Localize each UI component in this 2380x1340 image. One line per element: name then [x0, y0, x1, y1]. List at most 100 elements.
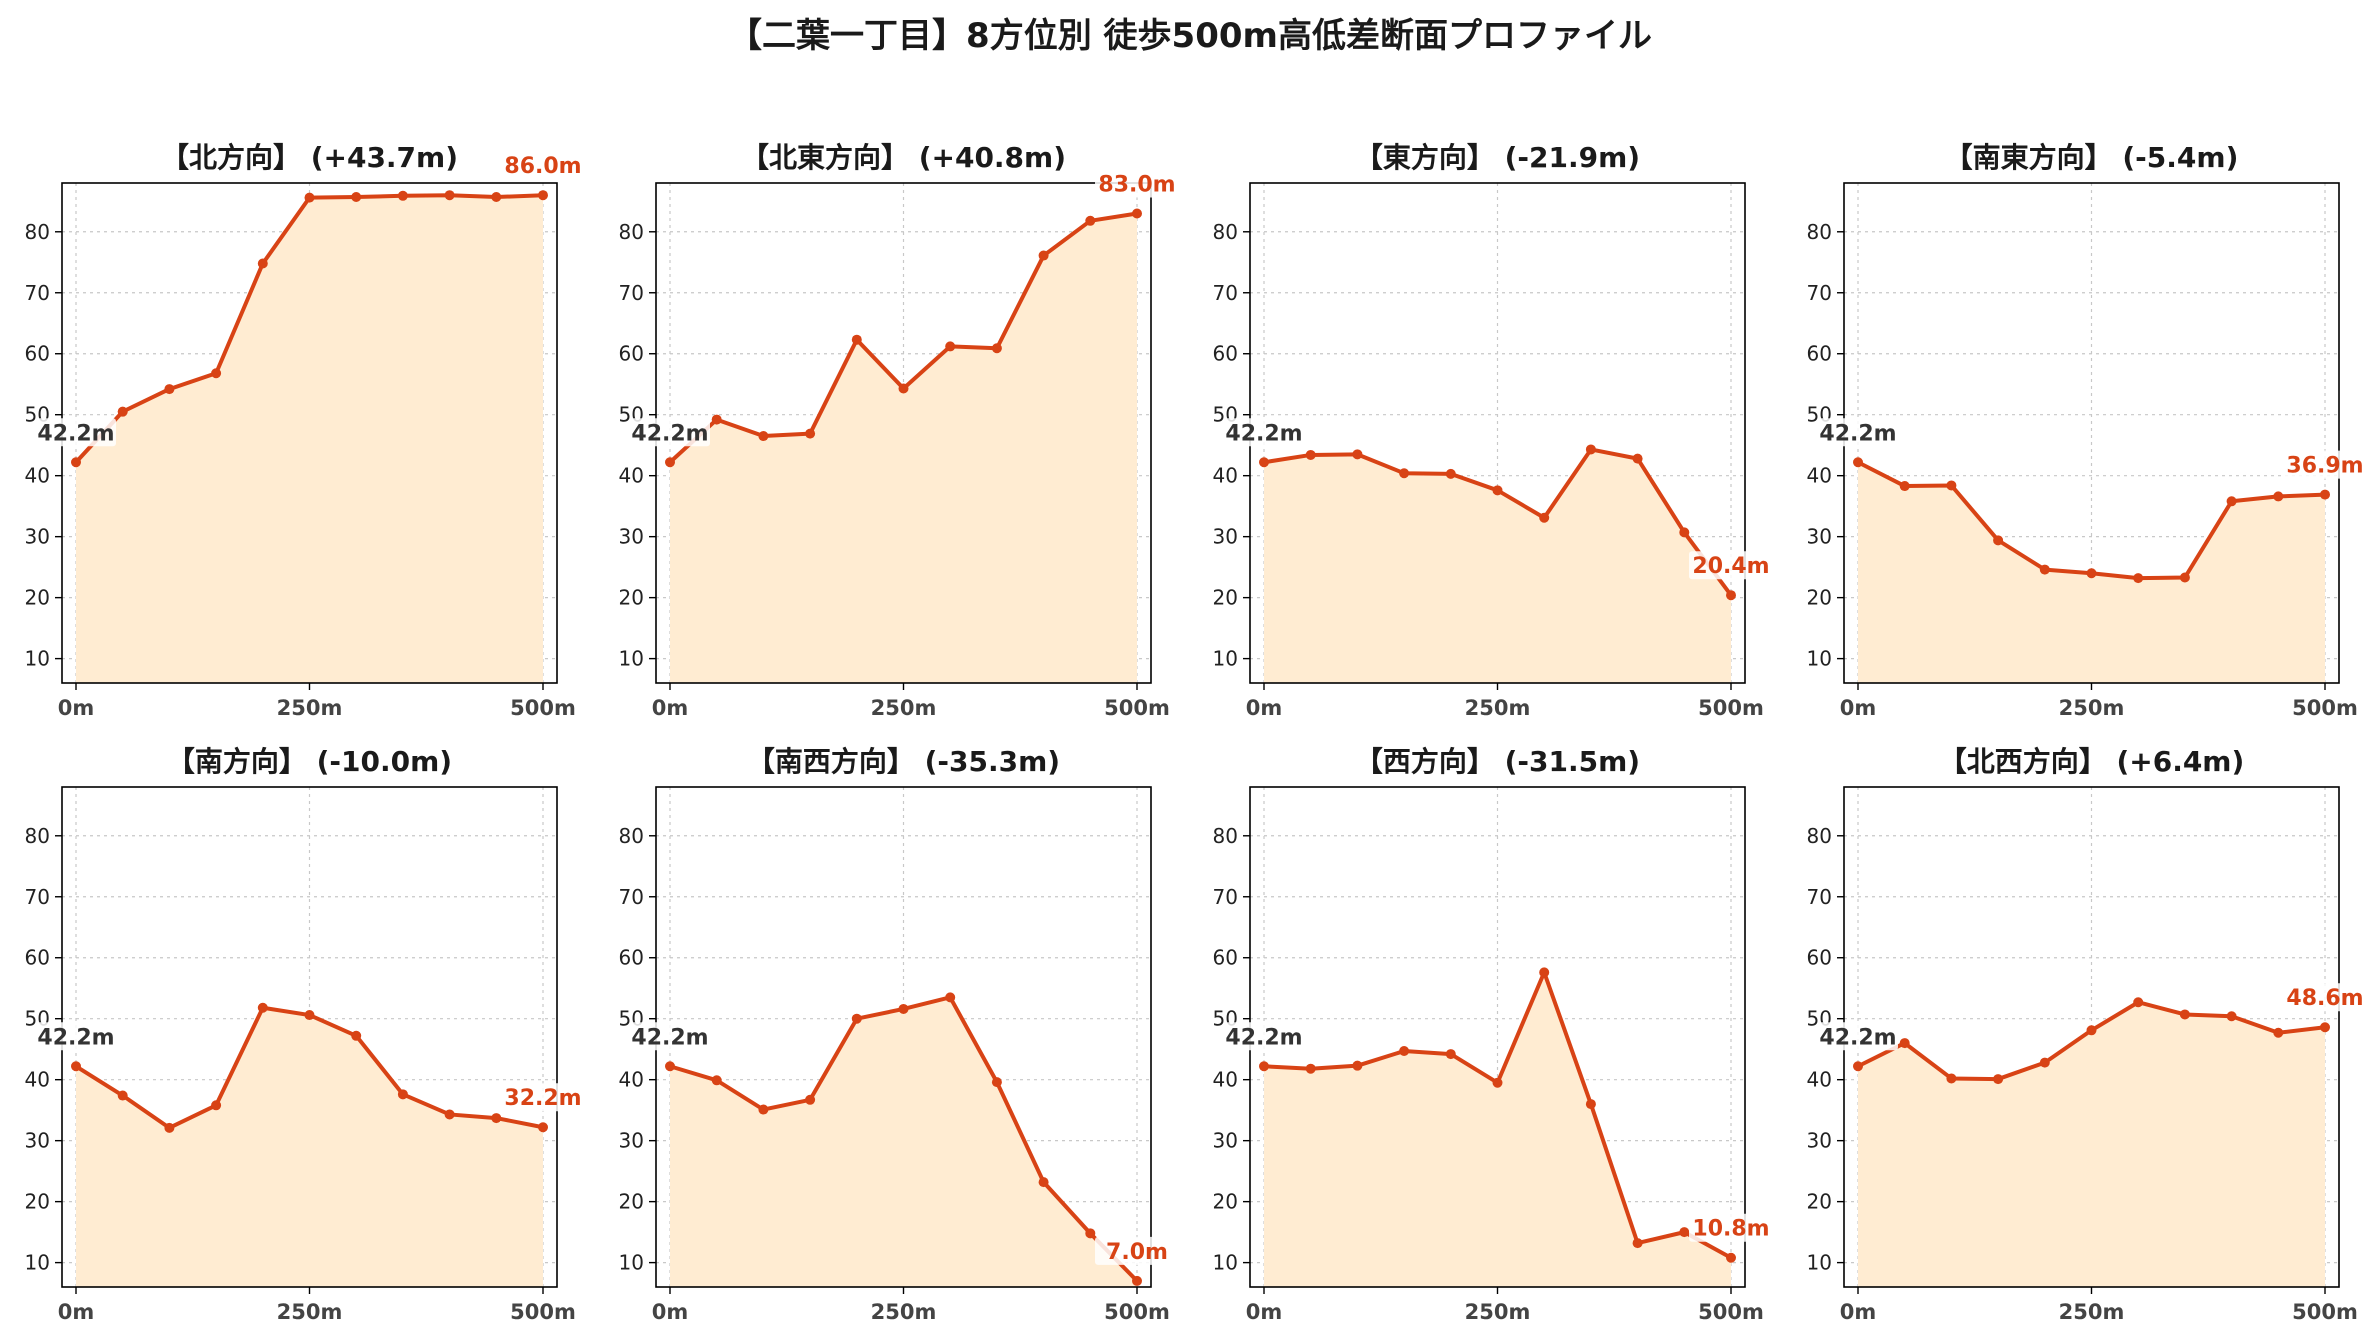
- y-tick-label: 30: [1807, 525, 1832, 549]
- data-point: [2226, 496, 2237, 507]
- data-point: [211, 368, 222, 379]
- data-point: [2273, 1027, 2284, 1038]
- y-tick-label: 30: [1213, 525, 1238, 549]
- y-tick-label: 80: [1213, 220, 1238, 244]
- chart-title: 【南西方向】 (-35.3m): [747, 745, 1060, 778]
- x-tick-label: 500m: [1104, 1300, 1170, 1324]
- data-point: [898, 383, 909, 394]
- y-tick-label: 40: [619, 1068, 644, 1092]
- chart-title: 【南東方向】 (-5.4m): [1945, 141, 2239, 174]
- data-point: [1853, 457, 1863, 468]
- data-point: [1539, 512, 1550, 523]
- data-point: [351, 192, 362, 203]
- y-tick-label: 10: [1213, 647, 1238, 671]
- data-point: [2039, 564, 2050, 575]
- x-tick-label: 500m: [1104, 696, 1170, 720]
- y-tick-label: 60: [1807, 342, 1832, 366]
- y-tick-label: 10: [619, 1251, 644, 1275]
- start-label-bg: [1818, 1022, 1898, 1051]
- y-tick-label: 10: [1807, 647, 1832, 671]
- data-point: [1038, 250, 1049, 261]
- chart-title: 【北東方向】 (+40.8m): [741, 141, 1066, 174]
- data-point: [1492, 1077, 1503, 1088]
- y-tick-label: 40: [1213, 464, 1238, 488]
- end-value-label: 48.6m: [2286, 986, 2363, 1011]
- start-value-label: 42.2m: [1819, 1025, 1896, 1050]
- start-value-label: 42.2m: [37, 1025, 114, 1050]
- data-point: [491, 1113, 502, 1124]
- y-tick-label: 80: [1807, 220, 1832, 244]
- start-value-label: 42.2m: [1819, 421, 1896, 446]
- y-tick-label: 20: [25, 1190, 50, 1214]
- start-value-label: 42.2m: [631, 1025, 708, 1050]
- data-point: [397, 1089, 408, 1100]
- data-point: [1259, 1061, 1269, 1072]
- data-point: [2039, 1057, 2050, 1068]
- start-label-bg: [1224, 418, 1304, 447]
- end-label-bg: [501, 151, 585, 180]
- x-tick-label: 250m: [871, 696, 937, 720]
- y-tick-label: 60: [619, 342, 644, 366]
- end-label-bg: [2283, 450, 2367, 479]
- data-point: [2273, 491, 2284, 502]
- start-label-bg: [630, 1022, 710, 1051]
- x-tick-label: 500m: [1698, 1300, 1764, 1324]
- data-point: [164, 1122, 175, 1133]
- data-point: [1679, 527, 1690, 538]
- y-tick-label: 20: [1807, 1190, 1832, 1214]
- data-point: [991, 343, 1002, 354]
- y-tick-label: 20: [25, 586, 50, 610]
- end-label-bg: [2283, 983, 2367, 1012]
- y-tick-label: 60: [619, 946, 644, 970]
- x-tick-label: 250m: [277, 1300, 343, 1324]
- chart-title: 【東方向】 (-21.9m): [1355, 141, 1640, 174]
- y-tick-label: 70: [1807, 281, 1832, 305]
- data-point: [444, 190, 455, 201]
- y-tick-label: 70: [1213, 281, 1238, 305]
- data-point: [1305, 1063, 1316, 1074]
- data-point: [2086, 1025, 2097, 1036]
- end-label-bg: [501, 1083, 585, 1112]
- data-point: [1993, 1074, 2004, 1085]
- x-tick-label: 0m: [58, 696, 95, 720]
- elevation-area: [76, 195, 543, 683]
- end-value-label: 32.2m: [504, 1086, 581, 1111]
- y-tick-label: 10: [619, 647, 644, 671]
- start-value-label: 42.2m: [37, 421, 114, 446]
- x-tick-label: 250m: [1465, 1300, 1531, 1324]
- y-tick-label: 40: [1213, 1068, 1238, 1092]
- elevation-area: [1264, 972, 1731, 1287]
- y-tick-label: 80: [619, 220, 644, 244]
- y-tick-label: 60: [1213, 342, 1238, 366]
- elevation-area: [1264, 449, 1731, 683]
- data-point: [164, 384, 175, 395]
- data-point: [711, 414, 722, 425]
- data-point: [1853, 1061, 1863, 1072]
- y-tick-label: 10: [25, 1251, 50, 1275]
- data-point: [71, 457, 81, 468]
- chart-title: 【西方向】 (-31.5m): [1355, 745, 1640, 778]
- y-tick-label: 60: [1807, 946, 1832, 970]
- data-point: [665, 1061, 675, 1072]
- data-point: [2179, 572, 2190, 583]
- start-value-label: 42.2m: [631, 421, 708, 446]
- y-tick-label: 20: [1213, 1190, 1238, 1214]
- end-value-label: 20.4m: [1692, 554, 1769, 579]
- start-label-bg: [36, 1022, 116, 1051]
- y-tick-label: 70: [25, 281, 50, 305]
- data-point: [805, 428, 816, 439]
- y-tick-label: 80: [1807, 824, 1832, 848]
- x-tick-label: 0m: [1246, 696, 1283, 720]
- y-tick-label: 20: [619, 1190, 644, 1214]
- data-point: [1352, 449, 1363, 460]
- data-point: [1899, 481, 1910, 492]
- data-point: [304, 1010, 315, 1021]
- data-point: [117, 1090, 128, 1101]
- x-tick-label: 500m: [1698, 696, 1764, 720]
- data-point: [1085, 215, 1096, 226]
- data-point: [1539, 967, 1550, 978]
- y-tick-label: 80: [25, 824, 50, 848]
- data-point: [805, 1094, 816, 1105]
